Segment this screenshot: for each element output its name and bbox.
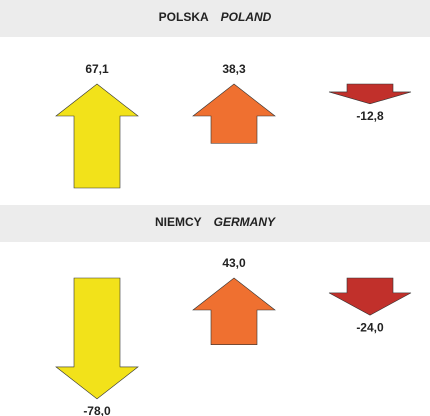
value-label: -78,0 <box>83 404 111 416</box>
title-en: POLAND <box>221 10 272 24</box>
value-label: 43,0 <box>222 256 246 270</box>
panel-title: NIEMCY GERMANY <box>155 215 276 229</box>
header-band <box>0 205 430 242</box>
arrow <box>55 83 139 189</box>
arrow <box>55 277 139 400</box>
title-en: GERMANY <box>214 215 276 229</box>
arrow <box>328 83 412 105</box>
header-band <box>0 0 430 37</box>
title-pl: POLSKA <box>159 10 209 24</box>
value-label: 38,3 <box>222 62 246 76</box>
value-label: 67,1 <box>85 62 109 76</box>
arrow <box>328 277 412 316</box>
panel-title: POLSKA POLAND <box>159 10 272 24</box>
arrow <box>192 83 276 144</box>
value-label: -12,8 <box>356 109 384 123</box>
title-pl: NIEMCY <box>155 215 202 229</box>
arrow <box>192 277 276 345</box>
value-label: -24,0 <box>356 320 384 334</box>
